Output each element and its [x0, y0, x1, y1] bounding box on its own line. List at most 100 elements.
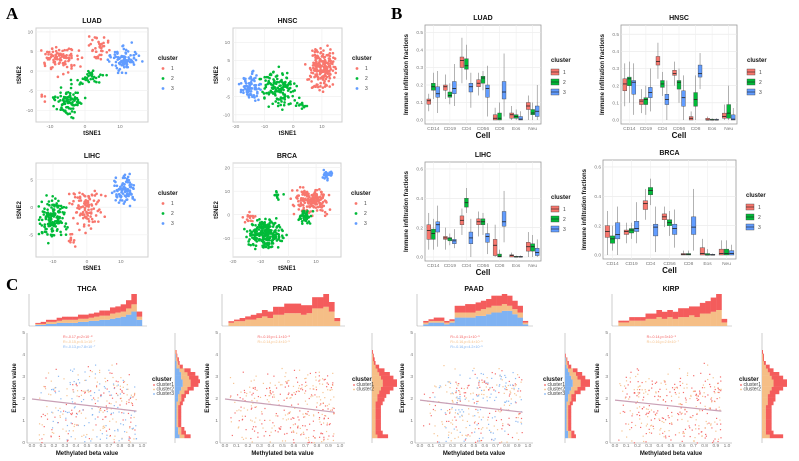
data-point-cluster-2 [50, 234, 54, 238]
data-point-cluster-2 [304, 211, 308, 215]
data-point-cluster-3 [252, 77, 256, 81]
top-hist-bar-cluster-1 [496, 295, 503, 306]
x-tick-label: -10 [50, 259, 57, 265]
right-hist-bar-cluster-2 [762, 357, 763, 362]
data-point-cluster-1 [249, 214, 253, 218]
data-point-cluster2 [678, 396, 680, 398]
top-hist-bar-cluster-3 [444, 324, 450, 326]
data-point-cluster1 [657, 395, 660, 397]
data-point-cluster-2 [48, 203, 51, 207]
data-point-cluster1 [467, 434, 469, 436]
data-point-cluster1 [646, 412, 648, 414]
y-tick-label: 3 [215, 374, 218, 380]
data-point-cluster-1 [70, 202, 74, 206]
correlation-annotation: R=-0.14,p=3×10⁻⁵ [647, 335, 677, 339]
data-point-cluster-1 [297, 208, 301, 211]
data-point-cluster-2 [50, 223, 54, 226]
data-point-cluster1 [105, 430, 108, 432]
data-point-cluster1 [657, 399, 659, 401]
data-point-cluster-2 [264, 234, 268, 237]
data-point-cluster2 [54, 387, 56, 389]
data-point-cluster-1 [108, 48, 111, 52]
data-point-cluster-2 [263, 75, 266, 79]
data-point-cluster-2 [263, 220, 267, 224]
data-point-cluster1 [51, 429, 53, 431]
data-point-cluster1 [66, 440, 69, 442]
data-point-cluster-2 [284, 83, 287, 86]
data-point-cluster-2 [275, 194, 279, 197]
x-tick-label: 1.0 [724, 443, 731, 449]
data-point-cluster2 [474, 421, 476, 423]
data-point-cluster1 [700, 431, 702, 433]
data-point-cluster-2 [261, 225, 264, 229]
chart-title: PAAD [464, 286, 483, 293]
right-hist-bar-cluster-1 [577, 386, 586, 391]
data-point-cluster1 [468, 384, 470, 386]
data-point-cluster1 [680, 407, 682, 409]
data-point-cluster2 [91, 371, 93, 373]
regression-line [224, 398, 335, 413]
data-point-cluster2 [702, 384, 705, 386]
data-point-cluster2 [681, 412, 683, 414]
data-point-cluster1 [332, 382, 334, 384]
top-hist-bar-cluster-3 [104, 319, 111, 326]
data-point-cluster-2 [267, 246, 270, 250]
data-point-cluster2 [323, 440, 325, 442]
data-point-cluster3 [487, 423, 490, 426]
top-hist-bar-cluster-1 [486, 299, 492, 308]
data-point-cluster-1 [321, 209, 324, 212]
data-point-cluster3 [439, 385, 441, 387]
data-point-cluster-1 [64, 60, 67, 63]
data-point-cluster2 [329, 409, 332, 411]
top-hist-bar-cluster-1 [120, 304, 127, 312]
x-axis-label: Cell [476, 268, 491, 277]
data-point-cluster-1 [313, 75, 316, 79]
data-point-cluster-2 [62, 205, 66, 209]
right-hist-bar-cluster-2 [568, 434, 572, 439]
data-point-cluster-1 [323, 210, 327, 214]
data-point-cluster-1 [315, 188, 319, 192]
data-point-cluster1 [320, 423, 322, 426]
top-hist-bar-cluster-2 [56, 320, 63, 323]
data-point-cluster2 [479, 440, 481, 442]
data-point-cluster1 [57, 422, 59, 424]
data-point-cluster-2 [271, 225, 275, 228]
data-point-cluster2 [131, 396, 133, 398]
right-hist-bar-cluster-1 [375, 412, 381, 417]
data-point-cluster-1 [324, 71, 328, 75]
top-hist-bar-cluster-3 [501, 310, 508, 326]
x-axis-label: Cell [662, 266, 677, 275]
data-point-cluster2 [623, 385, 626, 387]
right-hist-bar-cluster-1 [763, 361, 766, 365]
data-point-cluster2 [285, 381, 287, 383]
x-tick-label: Neu [528, 263, 537, 269]
top-hist-bar-cluster-2 [645, 318, 652, 326]
right-hist-bar-cluster-2 [372, 416, 376, 420]
data-point-cluster3 [504, 401, 506, 403]
top-hist-bar-cluster-3 [470, 317, 476, 326]
data-point-cluster-3 [128, 189, 132, 192]
data-point-cluster2 [305, 437, 307, 439]
data-point-cluster-2 [76, 78, 79, 82]
y-tick-label: -10 [223, 236, 230, 242]
data-point-cluster2 [699, 410, 701, 412]
data-point-cluster2 [95, 386, 98, 388]
data-point-cluster1 [666, 394, 668, 397]
data-point-cluster1 [297, 403, 299, 405]
top-hist-bar-cluster-3 [72, 322, 79, 326]
data-point-cluster1 [714, 388, 716, 391]
data-point-cluster2 [319, 399, 322, 401]
data-point-cluster2 [312, 395, 314, 397]
data-point-cluster-1 [70, 67, 73, 70]
data-point-cluster2 [269, 395, 271, 397]
data-point-cluster-1 [72, 199, 75, 203]
data-point-cluster-3 [245, 84, 249, 88]
data-point-cluster1 [640, 426, 642, 429]
data-point-cluster-2 [47, 219, 51, 222]
data-point-cluster-2 [54, 197, 57, 200]
legend-key-2 [544, 388, 546, 391]
right-hist-bar-cluster-2 [569, 372, 576, 376]
data-point-cluster1 [327, 383, 330, 385]
data-point-cluster3 [108, 391, 110, 393]
data-point-cluster-1 [322, 62, 325, 66]
